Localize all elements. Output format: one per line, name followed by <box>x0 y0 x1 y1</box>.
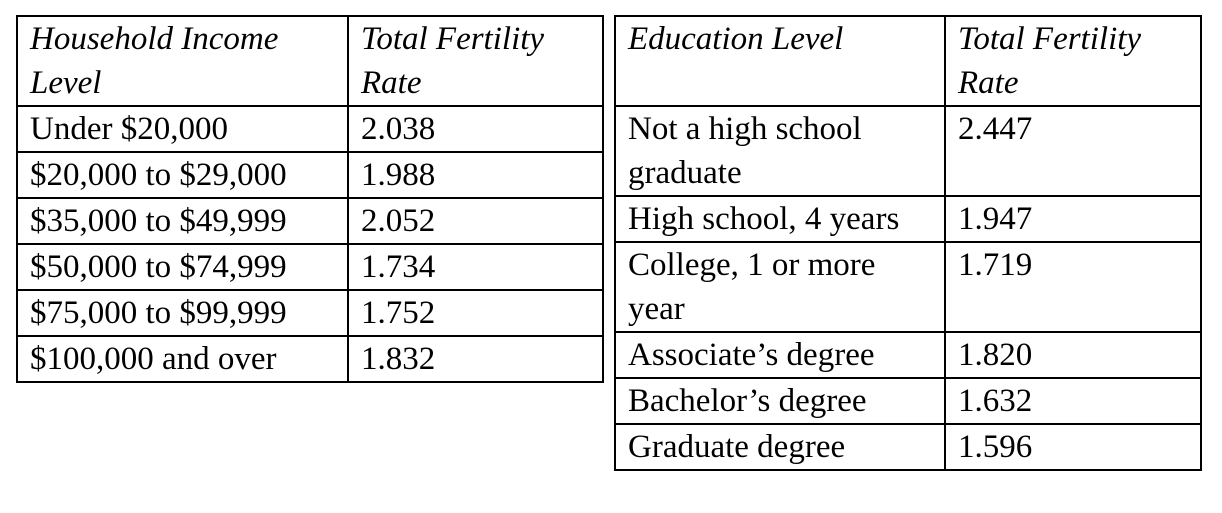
fertility-rate-cell: 1.947 <box>944 195 1202 243</box>
education-level-cell: Associate’s degree <box>614 331 946 379</box>
table-row: Under $20,000 2.038 <box>16 105 604 153</box>
header-total-fertility-rate: Total Fertility Rate <box>347 15 604 107</box>
education-level-cell: Bachelor’s degree <box>614 377 946 425</box>
table-header-row: Education Level Total Fertility Rate <box>614 15 1202 107</box>
income-level-cell: $35,000 to $49,999 <box>16 197 349 245</box>
fertility-rate-cell: 1.752 <box>347 289 604 337</box>
income-table: Household Income Level Total Fertility R… <box>16 15 604 383</box>
fertility-rate-cell: 1.988 <box>347 151 604 199</box>
fertility-rate-cell: 1.734 <box>347 243 604 291</box>
income-level-cell: Under $20,000 <box>16 105 349 153</box>
fertility-rate-cell: 2.038 <box>347 105 604 153</box>
table-row: $75,000 to $99,999 1.752 <box>16 289 604 337</box>
table-row: College, 1 or more year 1.719 <box>614 241 1202 333</box>
table-row: $35,000 to $49,999 2.052 <box>16 197 604 245</box>
fertility-rate-cell: 1.719 <box>944 241 1202 333</box>
fertility-rate-cell: 2.052 <box>347 197 604 245</box>
fertility-rate-cell: 1.596 <box>944 423 1202 471</box>
fertility-rate-cell: 1.820 <box>944 331 1202 379</box>
fertility-rate-cell: 1.632 <box>944 377 1202 425</box>
table-row: Graduate degree 1.596 <box>614 423 1202 471</box>
table-header-row: Household Income Level Total Fertility R… <box>16 15 604 107</box>
table-row: Bachelor’s degree 1.632 <box>614 377 1202 425</box>
table-row: Associate’s degree 1.820 <box>614 331 1202 379</box>
education-level-cell: College, 1 or more year <box>614 241 946 333</box>
income-level-cell: $50,000 to $74,999 <box>16 243 349 291</box>
education-level-cell: Not a high school graduate <box>614 105 946 197</box>
header-total-fertility-rate: Total Fertility Rate <box>944 15 1202 107</box>
table-row: $20,000 to $29,000 1.988 <box>16 151 604 199</box>
education-level-cell: High school, 4 years <box>614 195 946 243</box>
table-row: $50,000 to $74,999 1.734 <box>16 243 604 291</box>
education-level-cell: Graduate degree <box>614 423 946 471</box>
header-education-level: Education Level <box>614 15 946 107</box>
income-level-cell: $75,000 to $99,999 <box>16 289 349 337</box>
header-household-income-level: Household Income Level <box>16 15 349 107</box>
fertility-rate-cell: 2.447 <box>944 105 1202 197</box>
fertility-rate-cell: 1.832 <box>347 335 604 383</box>
income-level-cell: $100,000 and over <box>16 335 349 383</box>
table-row: Not a high school graduate 2.447 <box>614 105 1202 197</box>
table-row: $100,000 and over 1.832 <box>16 335 604 383</box>
education-table: Education Level Total Fertility Rate Not… <box>614 15 1202 471</box>
table-row: High school, 4 years 1.947 <box>614 195 1202 243</box>
income-level-cell: $20,000 to $29,000 <box>16 151 349 199</box>
